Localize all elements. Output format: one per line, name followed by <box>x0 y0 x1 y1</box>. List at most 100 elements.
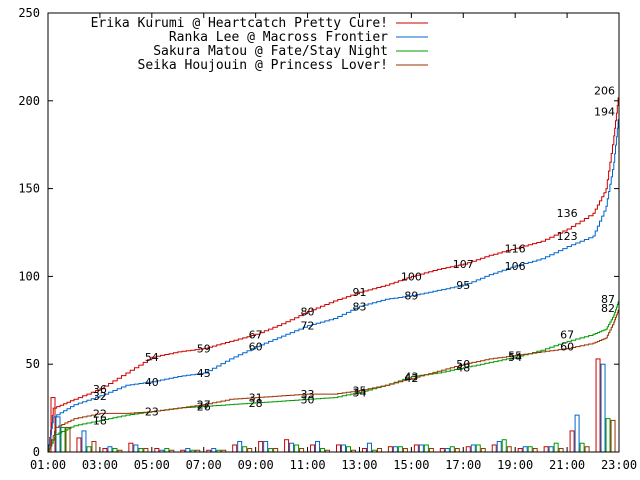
x-tick-label: 01:00 <box>30 458 66 472</box>
hourly-bar <box>164 447 170 453</box>
hourly-bar <box>258 440 264 453</box>
data-label: 34 <box>352 386 366 399</box>
hourly-bar <box>138 447 144 453</box>
data-label: 50 <box>456 358 470 371</box>
data-label: 18 <box>93 414 107 427</box>
hourly-bar <box>501 439 507 453</box>
hourly-bar <box>584 446 590 453</box>
hourly-bar <box>237 440 243 453</box>
hourly-bar <box>454 447 460 453</box>
hourly-bar <box>387 446 393 453</box>
data-label: 30 <box>301 393 315 406</box>
series-lines <box>48 90 620 453</box>
data-label: 136 <box>557 207 578 220</box>
hourly-bar <box>247 447 253 453</box>
legend-label: Erika Kurumi @ Heartcatch Pretty Cure! <box>91 16 388 31</box>
hourly-bar <box>543 446 549 453</box>
hourly-bar <box>548 446 554 453</box>
y-tick-label: 150 <box>18 182 40 196</box>
hourly-bar <box>268 447 274 453</box>
hourly-bar <box>491 444 497 453</box>
data-label: 23 <box>145 406 159 419</box>
plot-frame <box>47 12 620 453</box>
legend: Erika Kurumi @ Heartcatch Pretty Cure!Ra… <box>91 16 428 73</box>
data-label: 100 <box>401 270 422 283</box>
hourly-bar <box>143 447 149 453</box>
hourly-bar <box>532 447 538 453</box>
data-label: 106 <box>505 260 526 273</box>
data-label: 83 <box>352 300 366 313</box>
data-label: 95 <box>456 279 470 292</box>
hourly-bar <box>315 440 321 453</box>
data-label: 91 <box>352 286 366 299</box>
data-label: 45 <box>197 367 211 380</box>
data-label: 89 <box>404 290 418 303</box>
data-label: 67 <box>560 328 574 341</box>
data-label: 87 <box>601 293 615 306</box>
axes: 0 50 100 150 200 250 01:00 03:00 05:00 07:00 09:00… <box>18 6 637 472</box>
hourly-bar <box>289 442 295 453</box>
hourly-bar <box>361 447 367 453</box>
hourly-bar <box>506 446 512 453</box>
hourly-bar <box>299 447 305 453</box>
hourly-bar <box>91 440 97 453</box>
hourly-bar <box>569 430 575 453</box>
hourly-bar <box>480 447 486 453</box>
data-label: 206 <box>594 84 615 97</box>
data-label: 32 <box>93 390 107 403</box>
data-label: 27 <box>197 399 211 412</box>
hourly-bar <box>273 447 279 453</box>
data-label: 36 <box>93 383 107 396</box>
hourly-bar <box>211 447 217 453</box>
data-label: 54 <box>508 351 522 364</box>
series-line <box>48 90 620 453</box>
hourly-bar <box>465 446 471 453</box>
x-tick-label: 11:00 <box>289 458 325 472</box>
y-tick-label: 200 <box>18 94 40 108</box>
hourly-bar <box>86 446 92 453</box>
x-tick-label: 17:00 <box>445 458 481 472</box>
series-line <box>48 299 620 453</box>
data-label: 60 <box>249 341 263 354</box>
hourly-bar <box>605 418 611 453</box>
legend-label: Ranka Lee @ Macross Frontier <box>169 30 388 45</box>
data-label: 72 <box>301 320 315 333</box>
hourly-bar <box>444 447 450 453</box>
hourly-bar <box>470 444 476 453</box>
hourly-bar <box>558 447 564 453</box>
hourly-bar <box>397 446 403 453</box>
hourly-bar <box>553 442 559 453</box>
hourly-bar <box>402 447 408 453</box>
hourly-bar <box>376 447 382 453</box>
hourly-bar <box>366 442 372 453</box>
hourly-bar <box>449 446 455 453</box>
data-label: 28 <box>249 397 263 410</box>
hourly-bar <box>65 426 71 453</box>
x-tick-label: 13:00 <box>341 458 377 472</box>
hourly-bar <box>522 446 528 453</box>
data-label: 43 <box>404 370 418 383</box>
data-label: 42 <box>404 372 418 385</box>
y-tick-label: 250 <box>18 6 40 20</box>
hourly-bar <box>496 440 502 453</box>
hourly-bar <box>294 444 300 453</box>
hourly-bar <box>128 442 134 453</box>
x-tick-label: 15:00 <box>393 458 429 472</box>
x-tick-label: 09:00 <box>238 458 274 472</box>
data-label: 48 <box>456 362 470 375</box>
x-tick-label: 23:00 <box>601 458 637 472</box>
x-tick-label: 07:00 <box>186 458 222 472</box>
hourly-bar <box>428 447 434 453</box>
x-tick-label: 19:00 <box>497 458 533 472</box>
hourly-bar <box>185 447 191 453</box>
hourly-bar <box>112 447 118 453</box>
hourly-bar <box>423 444 429 453</box>
data-label: 54 <box>145 351 159 364</box>
series-line <box>48 111 620 453</box>
hourly-bar <box>284 439 290 453</box>
x-tick-label: 21:00 <box>549 458 585 472</box>
y-tick-label: 0 <box>33 445 40 459</box>
hourly-bar <box>517 447 523 453</box>
data-label: 59 <box>197 342 211 355</box>
